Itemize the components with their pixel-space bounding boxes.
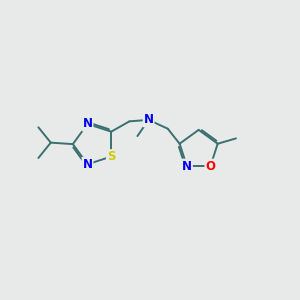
Text: O: O <box>206 160 215 172</box>
Text: S: S <box>107 150 116 163</box>
Text: N: N <box>144 113 154 126</box>
Text: N: N <box>82 158 92 171</box>
Text: N: N <box>182 160 192 172</box>
Text: N: N <box>82 117 92 130</box>
